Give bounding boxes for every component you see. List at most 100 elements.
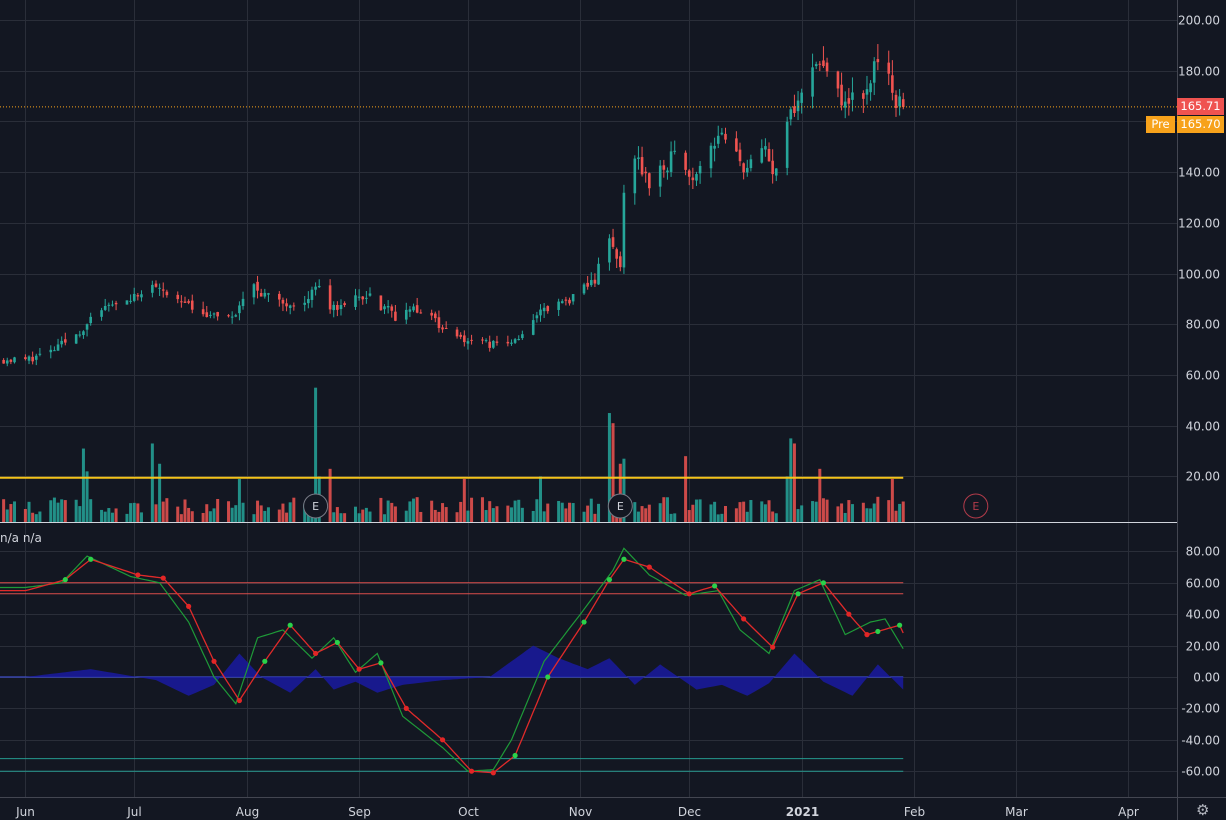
earnings-marker-label: E: [617, 500, 624, 513]
volume-bar: [361, 509, 365, 522]
candle-body: [738, 149, 742, 162]
volume-bar: [840, 503, 844, 522]
candle-body: [441, 327, 444, 330]
x-tick-label: Oct: [458, 805, 479, 819]
candle-body: [434, 313, 437, 319]
crossover-dot: [621, 556, 627, 562]
candle-body: [368, 293, 372, 296]
x-axis: Jun Jul Aug Sep Oct Nov Dec 2021 Feb Mar Apr: [15, 805, 1139, 819]
oscillator-slow-line: [0, 558, 904, 774]
candle-body: [851, 92, 854, 100]
candle-body: [488, 341, 492, 348]
volume-bar: [205, 504, 209, 522]
volume-bar: [618, 463, 622, 522]
volume-bar: [811, 501, 815, 522]
candle-body: [415, 305, 419, 313]
volume-bar: [63, 500, 67, 522]
crossover-dot: [236, 697, 243, 704]
volume-bar: [847, 500, 851, 522]
candle-body: [310, 289, 314, 300]
volume-bar: [114, 508, 118, 522]
candle-body: [404, 309, 408, 320]
volume-bar: [100, 509, 104, 522]
volume-bar: [622, 458, 626, 522]
volume-bar: [869, 508, 873, 522]
candle-body: [31, 356, 34, 362]
volume-bar: [800, 505, 804, 522]
volume-bar: [13, 501, 17, 522]
volume-bar: [669, 513, 673, 522]
candle-body: [140, 294, 143, 298]
oscillator-tick-label: -20.00: [1181, 702, 1220, 716]
indicator-legend[interactable]: n/a n/a: [0, 531, 42, 545]
volume-bar: [593, 513, 597, 522]
oscillator-tick-label: -60.00: [1181, 765, 1220, 779]
candle-body: [539, 309, 542, 316]
candle-body: [648, 173, 651, 189]
candle-body: [82, 331, 85, 336]
volume-bar: [582, 511, 586, 522]
volume-bar: [836, 506, 840, 522]
volume-bar: [843, 512, 847, 522]
crossover-dot: [403, 705, 409, 712]
candle-body: [774, 168, 778, 176]
price-tick-label: 200.00: [1178, 14, 1220, 28]
volume-bar: [85, 471, 89, 522]
crossover-dot: [439, 737, 446, 743]
candle-body: [589, 280, 593, 286]
candle-body: [5, 360, 9, 364]
candle-body: [767, 148, 771, 162]
x-tick-label: Jul: [126, 805, 141, 819]
volume-bar: [256, 500, 260, 522]
volume-bar: [520, 507, 524, 522]
oscillator-y-axis: -60.00 -40.00 -20.00 0.00 20.00 40.00 60.00 80.…: [1181, 545, 1220, 779]
volume-bar: [353, 506, 357, 522]
candlestick-series: [2, 44, 905, 367]
volume-bar: [568, 502, 572, 522]
candle-body: [796, 100, 800, 112]
crossover-dot: [490, 770, 496, 776]
candle-body: [869, 83, 872, 93]
x-tick-label: Apr: [1118, 805, 1139, 819]
volume-bar: [60, 499, 64, 522]
crossover-dot: [795, 591, 801, 597]
volume-bar: [444, 507, 448, 522]
volume-bar: [818, 468, 822, 522]
candle-body: [165, 291, 169, 296]
candle-body: [89, 316, 92, 324]
candle-body: [125, 300, 129, 305]
volume-bar: [49, 500, 53, 522]
price-y-axis: 20.0040.0060.0080.00100.00120.00140.0016…: [1178, 14, 1220, 484]
earnings-marker-label: E: [312, 500, 319, 513]
volume-bar: [887, 500, 891, 522]
gear-icon[interactable]: ⚙: [1196, 801, 1210, 819]
candle-body: [811, 67, 814, 97]
candle-body: [307, 298, 310, 304]
candle-body: [764, 146, 767, 150]
candle-body: [183, 301, 187, 303]
candle-body: [760, 148, 764, 163]
candle-body: [637, 157, 640, 160]
candle-body: [673, 150, 677, 152]
candle-body: [822, 60, 825, 67]
volume-bar: [749, 500, 753, 522]
candle-body: [793, 106, 796, 114]
candle-body: [361, 296, 365, 300]
volume-bar: [491, 508, 495, 522]
oscillator-tick-label: 0.00: [1193, 671, 1220, 685]
candle-body: [840, 84, 843, 106]
candle-body: [285, 303, 288, 307]
volume-bar: [139, 512, 143, 522]
candle-body: [684, 152, 687, 170]
volume-bar: [506, 505, 510, 522]
candle-body: [615, 249, 618, 259]
volume-bar: [74, 499, 78, 522]
candle-body: [78, 334, 82, 336]
crossover-dot: [606, 577, 613, 583]
candle-body: [669, 151, 673, 172]
earnings-marker: [963, 493, 989, 519]
candle-body: [74, 334, 78, 344]
